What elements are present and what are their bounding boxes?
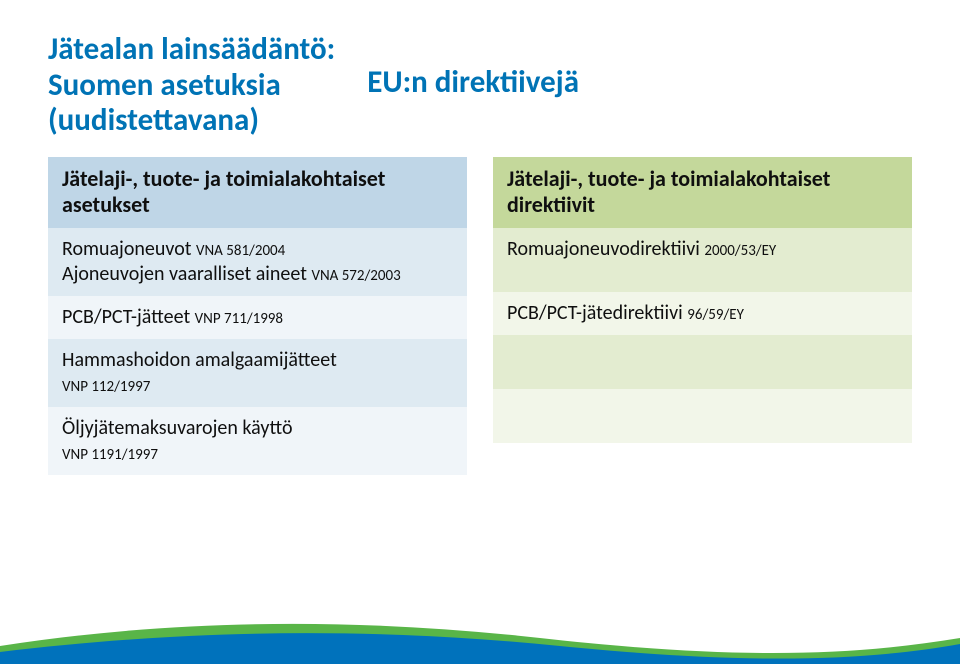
title-right: EU:n direktiivejä — [367, 65, 579, 139]
right-header: Jätelaji-, tuote- ja toimialakohtaiset d… — [493, 157, 912, 228]
title-left: Jätealan lainsäädäntö: Suomen asetuksia … — [48, 32, 335, 139]
row-main: PCB/PCT-jätedirektiivi — [507, 301, 687, 325]
title-line2: Suomen asetuksia — [48, 66, 281, 104]
table-row: PCB/PCT-jätteet VNP 711/1998 — [48, 296, 467, 339]
row-main: PCB/PCT-jätteet — [62, 305, 195, 329]
row-small: 2000/53/EY — [704, 242, 776, 260]
row-small: VNA 572/2003 — [311, 267, 400, 285]
row-small: VNP 711/1998 — [195, 310, 283, 328]
footer-wave-icon — [0, 600, 960, 664]
row-small: 96/59/EY — [687, 306, 744, 324]
table-row: Romuajoneuvot VNA 581/2004 Ajoneuvojen v… — [48, 228, 467, 296]
table-row — [493, 335, 912, 389]
row-main: Hammashoidon amalgaamijätteet — [62, 348, 337, 372]
right-table: Jätelaji-, tuote- ja toimialakohtaiset d… — [493, 157, 912, 443]
row-main: Öljyjätemaksuvarojen käyttö — [62, 416, 293, 440]
title-row: Jätealan lainsäädäntö: Suomen asetuksia … — [48, 32, 912, 139]
title-line1: Jätealan lainsäädäntö: — [48, 30, 335, 68]
table-row: Hammashoidon amalgaamijätteet VNP 112/19… — [48, 339, 467, 407]
table-row — [493, 389, 912, 443]
left-table: Jätelaji-, tuote- ja toimialakohtaiset a… — [48, 157, 467, 475]
table-row: Öljyjätemaksuvarojen käyttö VNP 1191/199… — [48, 407, 467, 475]
title-line3: (uudistettavana) — [48, 101, 259, 139]
right-column: Jätelaji-, tuote- ja toimialakohtaiset d… — [493, 157, 912, 475]
left-column: Jätelaji-, tuote- ja toimialakohtaiset a… — [48, 157, 467, 475]
columns: Jätelaji-, tuote- ja toimialakohtaiset a… — [48, 157, 912, 475]
row-main: Ajoneuvojen vaaralliset aineet — [62, 262, 311, 286]
row-small: VNP 112/1997 — [62, 378, 150, 396]
row-main: Romuajoneuvodirektiivi — [507, 237, 704, 261]
row-small: VNP 1191/1997 — [62, 446, 158, 464]
table-row: PCB/PCT-jätedirektiivi 96/59/EY — [493, 292, 912, 335]
table-row: Romuajoneuvodirektiivi 2000/53/EY — [493, 228, 912, 292]
left-header: Jätelaji-, tuote- ja toimialakohtaiset a… — [48, 157, 467, 228]
row-small: VNA 581/2004 — [196, 242, 285, 260]
row-main: Romuajoneuvot — [62, 237, 196, 261]
